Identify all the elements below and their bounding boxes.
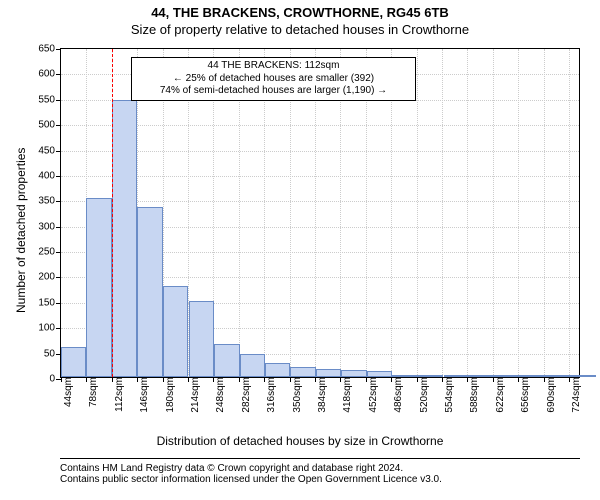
gridline-h (61, 151, 579, 152)
ytick-label: 0 (49, 374, 61, 385)
gridline-v (442, 49, 443, 377)
ytick-label: 650 (38, 44, 61, 55)
y-axis-label: Number of detached properties (14, 148, 28, 313)
xtick-label: 384sqm (315, 377, 328, 413)
histogram-bar (61, 347, 86, 377)
ytick-label: 450 (38, 145, 61, 156)
xtick-label: 452sqm (366, 377, 379, 413)
gridline-v (417, 49, 418, 377)
xtick-label: 180sqm (163, 377, 176, 413)
xtick-label: 214sqm (188, 377, 201, 413)
xtick-label: 622sqm (493, 377, 506, 413)
xtick-label: 350sqm (290, 377, 303, 413)
gridline-h (61, 201, 579, 202)
histogram-bar (316, 369, 341, 377)
histogram-bar (571, 375, 596, 377)
ytick-label: 350 (38, 196, 61, 207)
histogram-bar (367, 371, 392, 377)
ytick-label: 500 (38, 120, 61, 131)
histogram-bar (112, 100, 137, 377)
footer: Contains HM Land Registry data © Crown c… (60, 458, 580, 485)
annotation-box: 44 THE BRACKENS: 112sqm← 25% of detached… (131, 57, 416, 101)
xtick-label: 486sqm (391, 377, 404, 413)
xtick-label: 588sqm (467, 377, 480, 413)
histogram-bar (520, 375, 545, 377)
histogram-bar (240, 354, 265, 377)
xtick-label: 418sqm (340, 377, 353, 413)
annotation-line1: 44 THE BRACKENS: 112sqm (136, 60, 411, 73)
xtick-label: 690sqm (544, 377, 557, 413)
ytick-label: 50 (44, 348, 61, 359)
xtick-label: 520sqm (417, 377, 430, 413)
chart-title-line2: Size of property relative to detached ho… (0, 22, 600, 37)
histogram-bar (214, 344, 239, 377)
xtick-label: 316sqm (264, 377, 277, 413)
histogram-bar (265, 363, 290, 377)
chart-title-line1: 44, THE BRACKENS, CROWTHORNE, RG45 6TB (0, 5, 600, 20)
annotation-line2: ← 25% of detached houses are smaller (39… (136, 73, 411, 86)
histogram-bar (163, 286, 188, 377)
ytick-label: 200 (38, 272, 61, 283)
histogram-bar (494, 375, 519, 377)
xtick-label: 146sqm (137, 377, 150, 413)
footer-line1: Contains HM Land Registry data © Crown c… (60, 463, 580, 474)
xtick-label: 112sqm (112, 377, 125, 412)
x-axis-label: Distribution of detached houses by size … (0, 434, 600, 448)
gridline-v (493, 49, 494, 377)
chart-root: 44, THE BRACKENS, CROWTHORNE, RG45 6TB S… (0, 0, 600, 500)
xtick-label: 248sqm (213, 377, 226, 413)
xtick-label: 656sqm (518, 377, 531, 413)
ytick-label: 250 (38, 247, 61, 258)
ytick-label: 300 (38, 221, 61, 232)
gridline-h (61, 176, 579, 177)
annotation-line3: 74% of semi-detached houses are larger (… (136, 85, 411, 98)
gridline-v (544, 49, 545, 377)
xtick-label: 78sqm (86, 377, 99, 407)
footer-line2: Contains public sector information licen… (60, 474, 580, 485)
xtick-label: 724sqm (569, 377, 582, 413)
ytick-label: 150 (38, 297, 61, 308)
histogram-bar (417, 375, 442, 377)
gridline-v (518, 49, 519, 377)
histogram-bar (86, 198, 111, 377)
xtick-label: 554sqm (442, 377, 455, 413)
xtick-label: 282sqm (239, 377, 252, 413)
gridline-v (569, 49, 570, 377)
ytick-label: 600 (38, 69, 61, 80)
histogram-bar (392, 375, 417, 377)
ytick-label: 100 (38, 323, 61, 334)
xtick-label: 44sqm (61, 377, 74, 407)
ytick-label: 550 (38, 94, 61, 105)
histogram-bar (290, 367, 315, 377)
histogram-bar (341, 370, 366, 377)
histogram-bar (469, 375, 494, 377)
histogram-bar (444, 375, 469, 377)
plot-area: 0501001502002503003504004505005506006504… (60, 48, 580, 378)
histogram-bar (545, 375, 570, 377)
gridline-h (61, 125, 579, 126)
ytick-label: 400 (38, 170, 61, 181)
histogram-bar (189, 301, 214, 377)
histogram-bar (137, 207, 162, 377)
gridline-v (467, 49, 468, 377)
highlight-line (112, 49, 113, 377)
